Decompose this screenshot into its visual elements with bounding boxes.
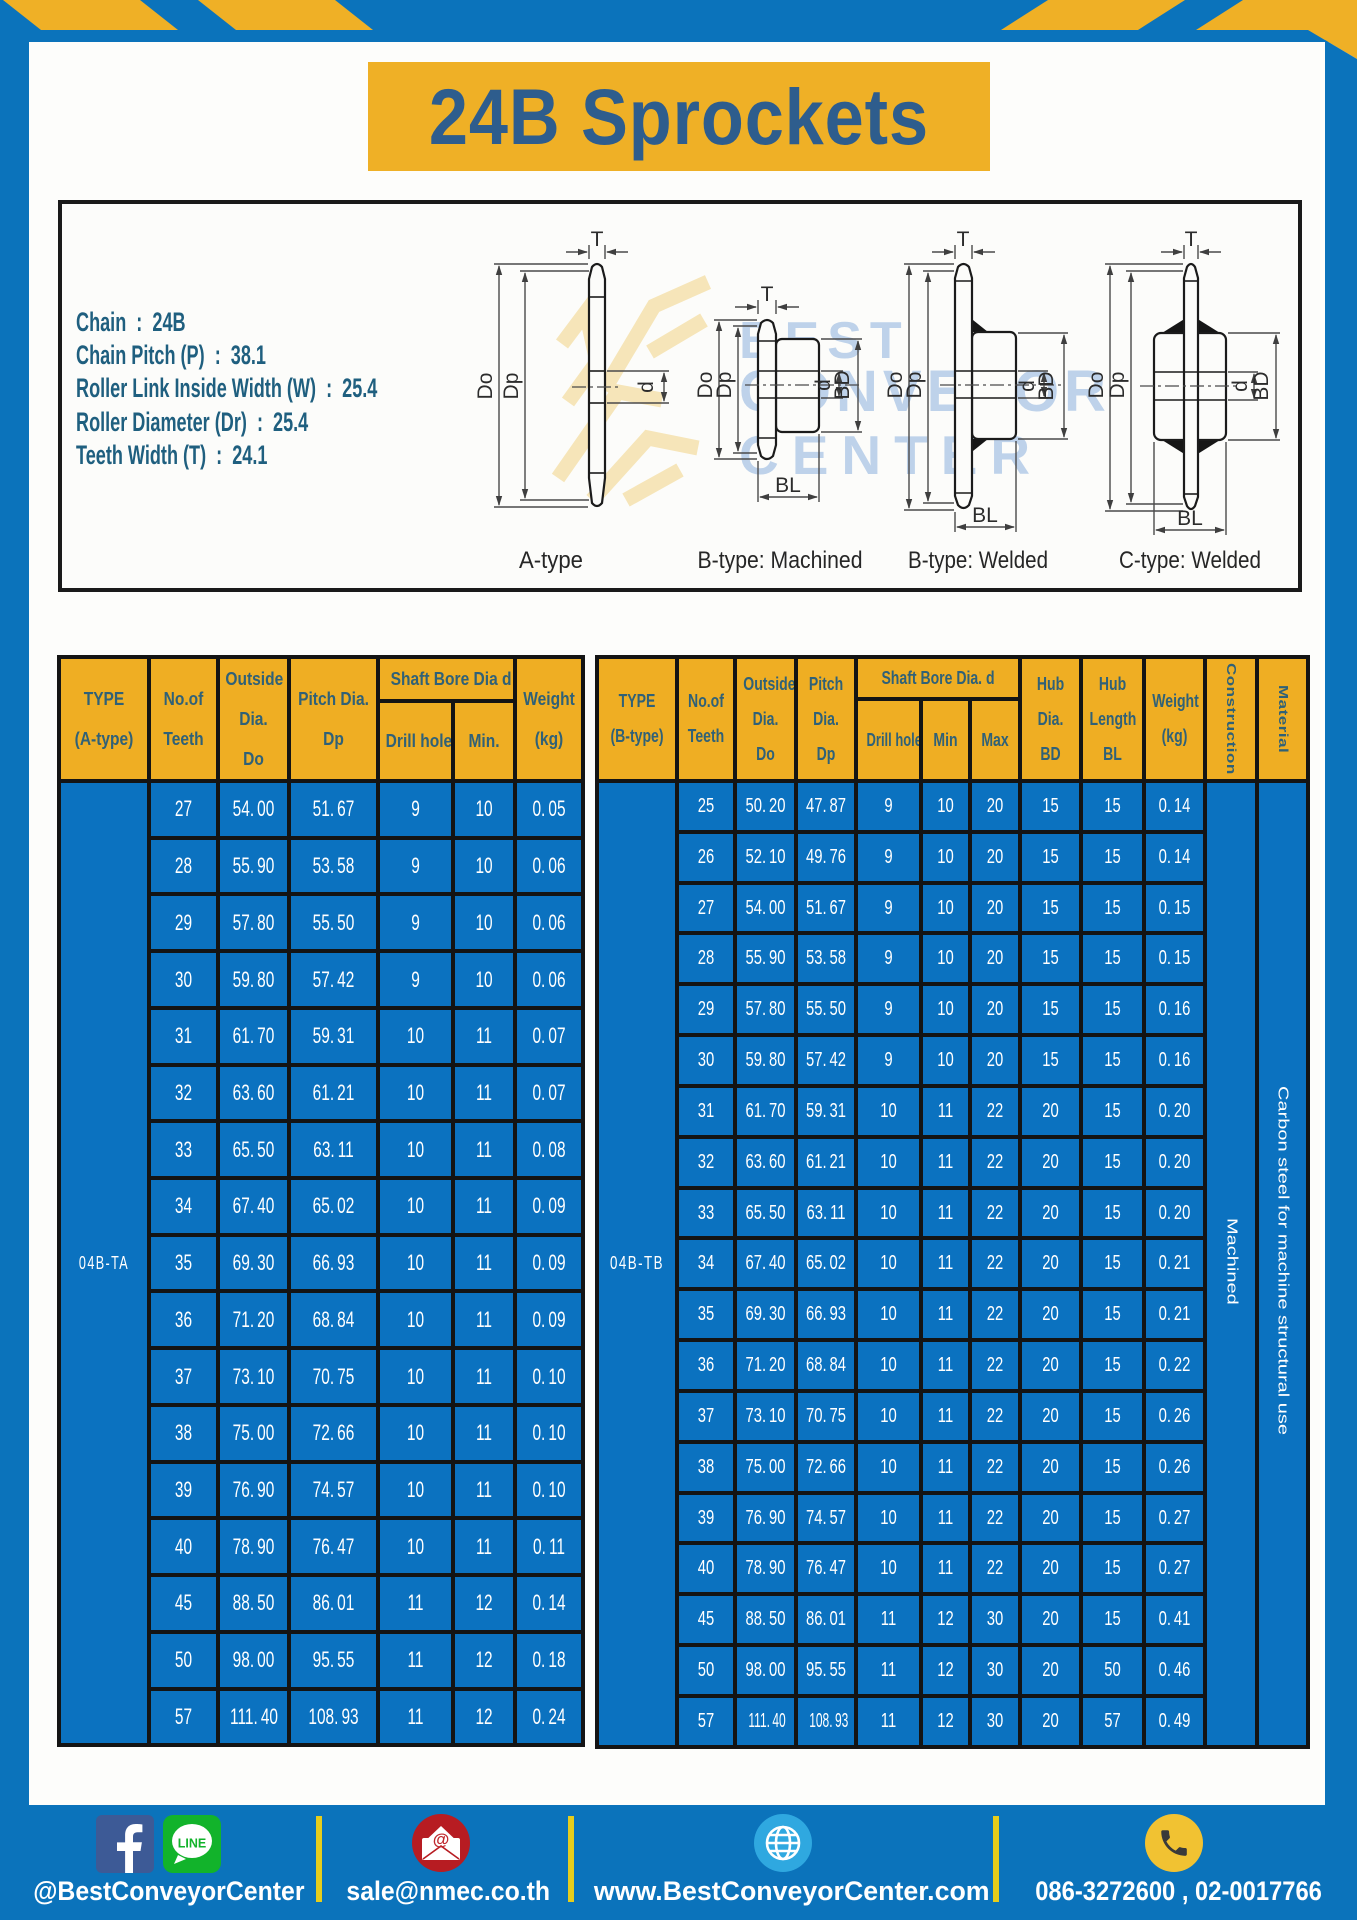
svg-text:Do: Do [474,373,497,400]
svg-text:BD: BD [1035,371,1058,400]
svg-text:Dp: Dp [903,372,926,399]
svg-text:Do: Do [694,372,717,399]
svg-text:Dp: Dp [1106,372,1129,399]
svg-text:BL: BL [775,474,801,497]
svg-text:BD: BD [1250,371,1273,400]
svg-text:T: T [591,228,604,251]
svg-text:C-type: Welded: C-type: Welded [1119,547,1261,574]
svg-text:B-type: Welded: B-type: Welded [908,547,1048,574]
svg-text:Do: Do [884,372,907,399]
svg-text:BL: BL [972,504,998,527]
svg-text:LINE: LINE [178,1837,206,1851]
svg-text:Do: Do [1085,372,1108,399]
svg-text:T: T [1185,228,1198,251]
svg-text:B-type: Machined: B-type: Machined [698,547,863,574]
svg-text:A-type: A-type [519,547,583,574]
svg-text:T: T [761,283,774,306]
svg-text:d: d [812,379,835,391]
svg-text:@: @ [433,1830,450,1849]
svg-text:BD: BD [831,370,854,399]
svg-text:BL: BL [1177,507,1203,530]
svg-text:Dp: Dp [713,372,736,399]
svg-text:T: T [957,228,970,251]
svg-text:d: d [1016,380,1039,392]
svg-text:d: d [635,381,658,393]
svg-text:d: d [1229,380,1252,392]
svg-text:Dp: Dp [500,373,523,400]
